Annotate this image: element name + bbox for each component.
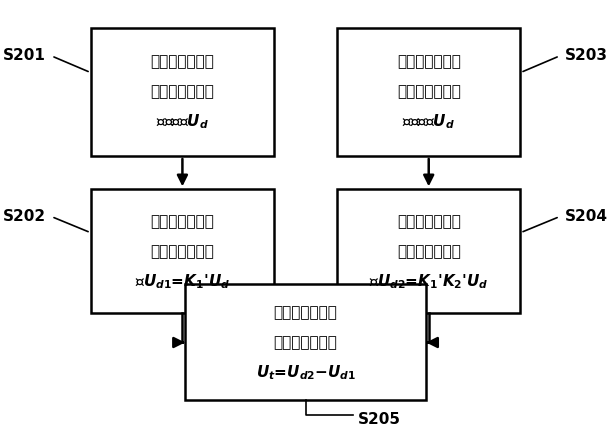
Text: 第一信号调理模: 第一信号调理模 — [150, 214, 214, 229]
Text: 块输出调理信号: 块输出调理信号 — [274, 335, 337, 350]
Text: 第二信号调理模: 第二信号调理模 — [397, 214, 461, 229]
Bar — [337, 189, 521, 314]
Text: 块输出端输出信: 块输出端输出信 — [150, 244, 214, 259]
Text: 第一信号调理模: 第一信号调理模 — [150, 54, 214, 69]
Text: S203: S203 — [565, 48, 608, 63]
Text: 块输入端接收待: 块输入端接收待 — [397, 85, 461, 100]
Text: 块输出端输出信: 块输出端输出信 — [397, 244, 461, 259]
Text: 信号综合调理模: 信号综合调理模 — [274, 305, 337, 320]
Text: 处理信号$U_d$: 处理信号$U_d$ — [402, 112, 455, 131]
Text: S205: S205 — [358, 412, 401, 427]
Text: 第二信号调理模: 第二信号调理模 — [397, 54, 461, 69]
Bar — [185, 284, 426, 401]
Bar — [337, 27, 521, 156]
Text: S201: S201 — [3, 48, 46, 63]
Text: S202: S202 — [3, 209, 46, 224]
Bar — [90, 189, 274, 314]
Text: $U_t$=$U_{d2}$−$U_{d1}$: $U_t$=$U_{d2}$−$U_{d1}$ — [255, 363, 356, 382]
Text: S204: S204 — [565, 209, 608, 224]
Text: 处理信号$U_d$: 处理信号$U_d$ — [156, 112, 209, 131]
Text: 号$U_{d1}$=$K_1$'$U_d$: 号$U_{d1}$=$K_1$'$U_d$ — [135, 272, 230, 290]
Text: 块输入端接收待: 块输入端接收待 — [150, 85, 214, 100]
Bar — [90, 27, 274, 156]
Text: 号$U_{d2}$=$K_1$'$K_2$'$U_d$: 号$U_{d2}$=$K_1$'$K_2$'$U_d$ — [369, 272, 488, 290]
